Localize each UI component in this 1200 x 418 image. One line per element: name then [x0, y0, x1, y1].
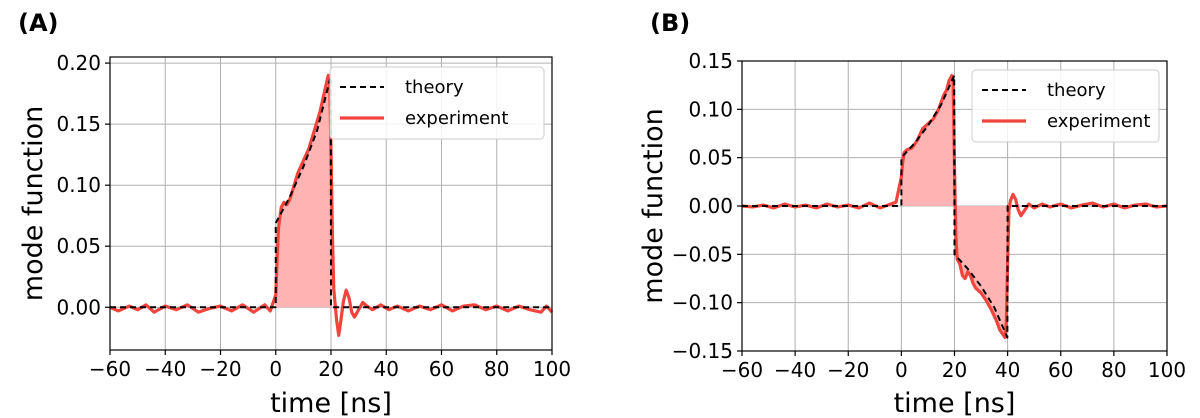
legend-box: [971, 69, 1160, 143]
legend-label: experiment: [405, 108, 508, 129]
x-tick-label: 60: [1048, 358, 1073, 382]
legend-label: theory: [1047, 80, 1106, 101]
panel-label: (A): [18, 9, 59, 37]
series-line-experiment: [741, 73, 1168, 340]
legend-label: experiment: [1047, 111, 1150, 132]
panel-label: (B): [650, 9, 690, 37]
x-tick-label: 0: [269, 357, 282, 381]
x-tick-label: 100: [533, 357, 571, 381]
x-tick-label: 80: [1101, 358, 1126, 382]
y-tick-label: −0.10: [672, 291, 733, 315]
series-lines: [741, 73, 1168, 340]
chart-panel-b: (B) −60 −40 −20 0 20 40 60 80 100 −0.15 −0.10 −0.05…: [638, 9, 1186, 418]
x-axis-label: time [ns]: [270, 388, 392, 418]
y-tick-label: 0.05: [56, 234, 101, 258]
chart-panel-a: (A) −60 −40 −20 0 20 40 60 80 100 0.00 0.05 0.10 0.1…: [18, 9, 571, 418]
legend: theory experiment: [329, 66, 545, 140]
x-axis-label: time [ns]: [894, 388, 1016, 418]
series-line-theory: [742, 74, 1167, 339]
x-tick-label: −40: [774, 358, 816, 382]
x-tick-label: 40: [374, 357, 399, 381]
experiment-fill-area: [901, 75, 1008, 338]
y-tick-label: 0.05: [688, 146, 733, 170]
axis-ticks: −60 −40 −20 0 20 40 60 80 100 0.00 0.05 0.10 0.15 0.2…: [56, 51, 571, 381]
y-tick-label: 0.10: [56, 173, 101, 197]
x-tick-label: −40: [144, 357, 186, 381]
y-tick-label: 0.15: [56, 112, 101, 136]
y-tick-label: 0.10: [688, 97, 733, 121]
legend-label: theory: [405, 77, 464, 98]
axis-ticks: −60 −40 −20 0 20 40 60 80 100 −0.15 −0.10 −0.05 0.00…: [672, 49, 1186, 382]
x-tick-label: 20: [318, 357, 343, 381]
experiment-fill-area: [275, 75, 331, 308]
x-tick-label: 40: [995, 358, 1020, 382]
series-line-theory: [110, 75, 552, 309]
x-tick-label: 0: [895, 358, 908, 382]
x-tick-label: −20: [199, 357, 241, 381]
y-tick-label: 0.20: [56, 51, 101, 75]
x-tick-label: 60: [429, 357, 454, 381]
x-tick-label: 100: [1148, 358, 1186, 382]
legend: theory experiment: [971, 69, 1160, 143]
legend-box: [329, 66, 545, 140]
x-tick-label: 20: [942, 358, 967, 382]
x-tick-label: 80: [484, 357, 509, 381]
y-tick-label: 0.00: [56, 295, 101, 319]
y-tick-label: −0.05: [672, 242, 733, 266]
x-tick-label: −60: [89, 357, 131, 381]
x-tick-label: −60: [721, 358, 763, 382]
x-tick-label: −20: [827, 358, 869, 382]
y-axis-label: mode function: [18, 106, 49, 301]
y-tick-label: −0.15: [672, 339, 733, 363]
y-tick-label: 0.15: [688, 49, 733, 73]
y-axis-label: mode function: [638, 108, 669, 303]
y-tick-label: 0.00: [688, 194, 733, 218]
